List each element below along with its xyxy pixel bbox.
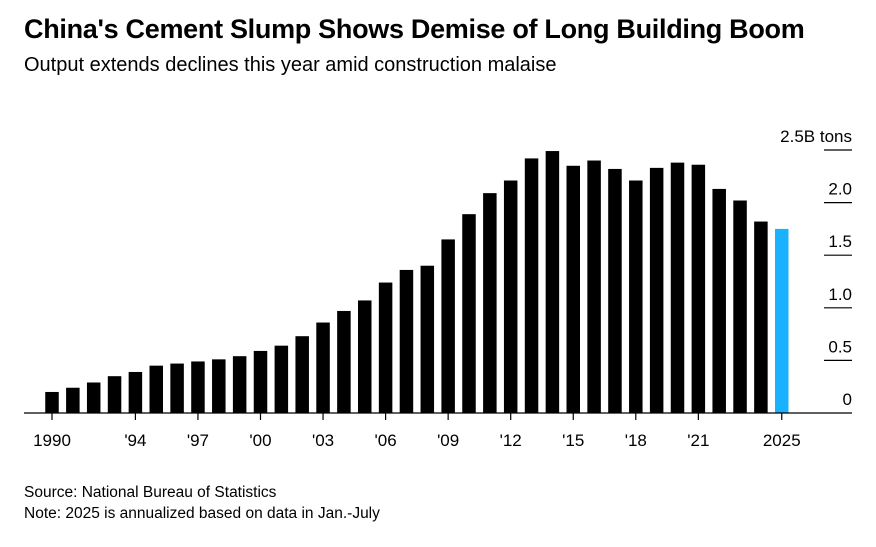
- x-tick-label-2012: '12: [500, 431, 522, 450]
- bar-2006: [378, 282, 393, 413]
- bar-1992: [86, 382, 101, 413]
- bar-2014: [545, 151, 560, 414]
- bar-2020: [670, 162, 685, 413]
- bar-1999: [232, 356, 247, 413]
- y-tick-label-1: 1.0: [828, 285, 852, 304]
- y-tick-label-1.5: 1.5: [828, 232, 852, 251]
- bar-2012: [503, 180, 518, 413]
- chart-title: China's Cement Slump Shows Demise of Lon…: [24, 14, 805, 44]
- x-tick-label-1994: '94: [124, 431, 146, 450]
- x-axis: 1990 '94 '97 '00 '03 '06 '09 '12 '15 '18 '21 2025: [24, 412, 852, 450]
- x-tick-label-1990: 1990: [33, 431, 71, 450]
- bar-1996: [170, 363, 184, 413]
- x-tick-label-2015: '15: [562, 431, 584, 450]
- x-tick-label-2006: '06: [375, 431, 397, 450]
- x-tick-label-2025: 2025: [763, 431, 801, 450]
- x-tick-label-2018: '18: [625, 431, 647, 450]
- x-tick-label-2021: '21: [687, 431, 709, 450]
- bar-2021: [691, 164, 706, 413]
- bar-2007: [399, 269, 414, 413]
- bar-2019: [649, 167, 664, 413]
- bar-2013: [524, 158, 539, 413]
- bar-2022: [712, 188, 726, 413]
- x-tick-label-2009: '09: [437, 431, 459, 450]
- y-tick-label-0.5: 0.5: [828, 337, 852, 356]
- y-tick-label-2.5: 2.5B tons: [780, 127, 852, 146]
- footnote: Note: 2025 is annualized based on data i…: [24, 505, 380, 522]
- bars-group: [45, 151, 789, 414]
- chart-subtitle: Output extends declines this year amid c…: [24, 54, 557, 76]
- bar-2018: [629, 180, 643, 413]
- bar-1993: [107, 376, 122, 413]
- bar-2009: [441, 239, 455, 413]
- bar-chart: 0 0.5 1.0 1.5 2.0 2.5B tons 1990 '94 '97 '00 '03 '…: [24, 127, 852, 450]
- x-tick-label-2003: '03: [312, 431, 334, 450]
- bar-2023: [733, 200, 747, 413]
- y-axis: 0 0.5 1.0 1.5 2.0 2.5B tons: [780, 127, 852, 409]
- bar-1994: [128, 371, 143, 413]
- bar-2025: [775, 228, 789, 413]
- bar-1995: [149, 365, 163, 413]
- bar-2005: [358, 300, 372, 413]
- bar-2016: [587, 160, 601, 413]
- y-tick-label-0: 0: [843, 390, 852, 409]
- bar-2011: [483, 193, 497, 413]
- bar-2001: [274, 345, 289, 413]
- bar-2015: [566, 165, 580, 413]
- y-tick-label-2: 2.0: [828, 180, 852, 199]
- bar-2024: [754, 221, 768, 413]
- bar-2000: [253, 350, 268, 413]
- bar-2017: [608, 168, 622, 413]
- x-tick-label-2000: '00: [249, 431, 271, 450]
- bar-2010: [462, 214, 476, 413]
- x-tick-label-1997: '97: [187, 431, 209, 450]
- bar-2002: [295, 336, 309, 413]
- bar-2008: [420, 265, 435, 413]
- source-note: Source: National Bureau of Statistics: [24, 484, 277, 501]
- bar-1991: [66, 387, 80, 413]
- bar-2003: [316, 322, 330, 413]
- bar-2004: [337, 310, 351, 413]
- bar-1998: [212, 359, 226, 413]
- bar-1997: [191, 361, 205, 413]
- bar-1990: [45, 391, 59, 413]
